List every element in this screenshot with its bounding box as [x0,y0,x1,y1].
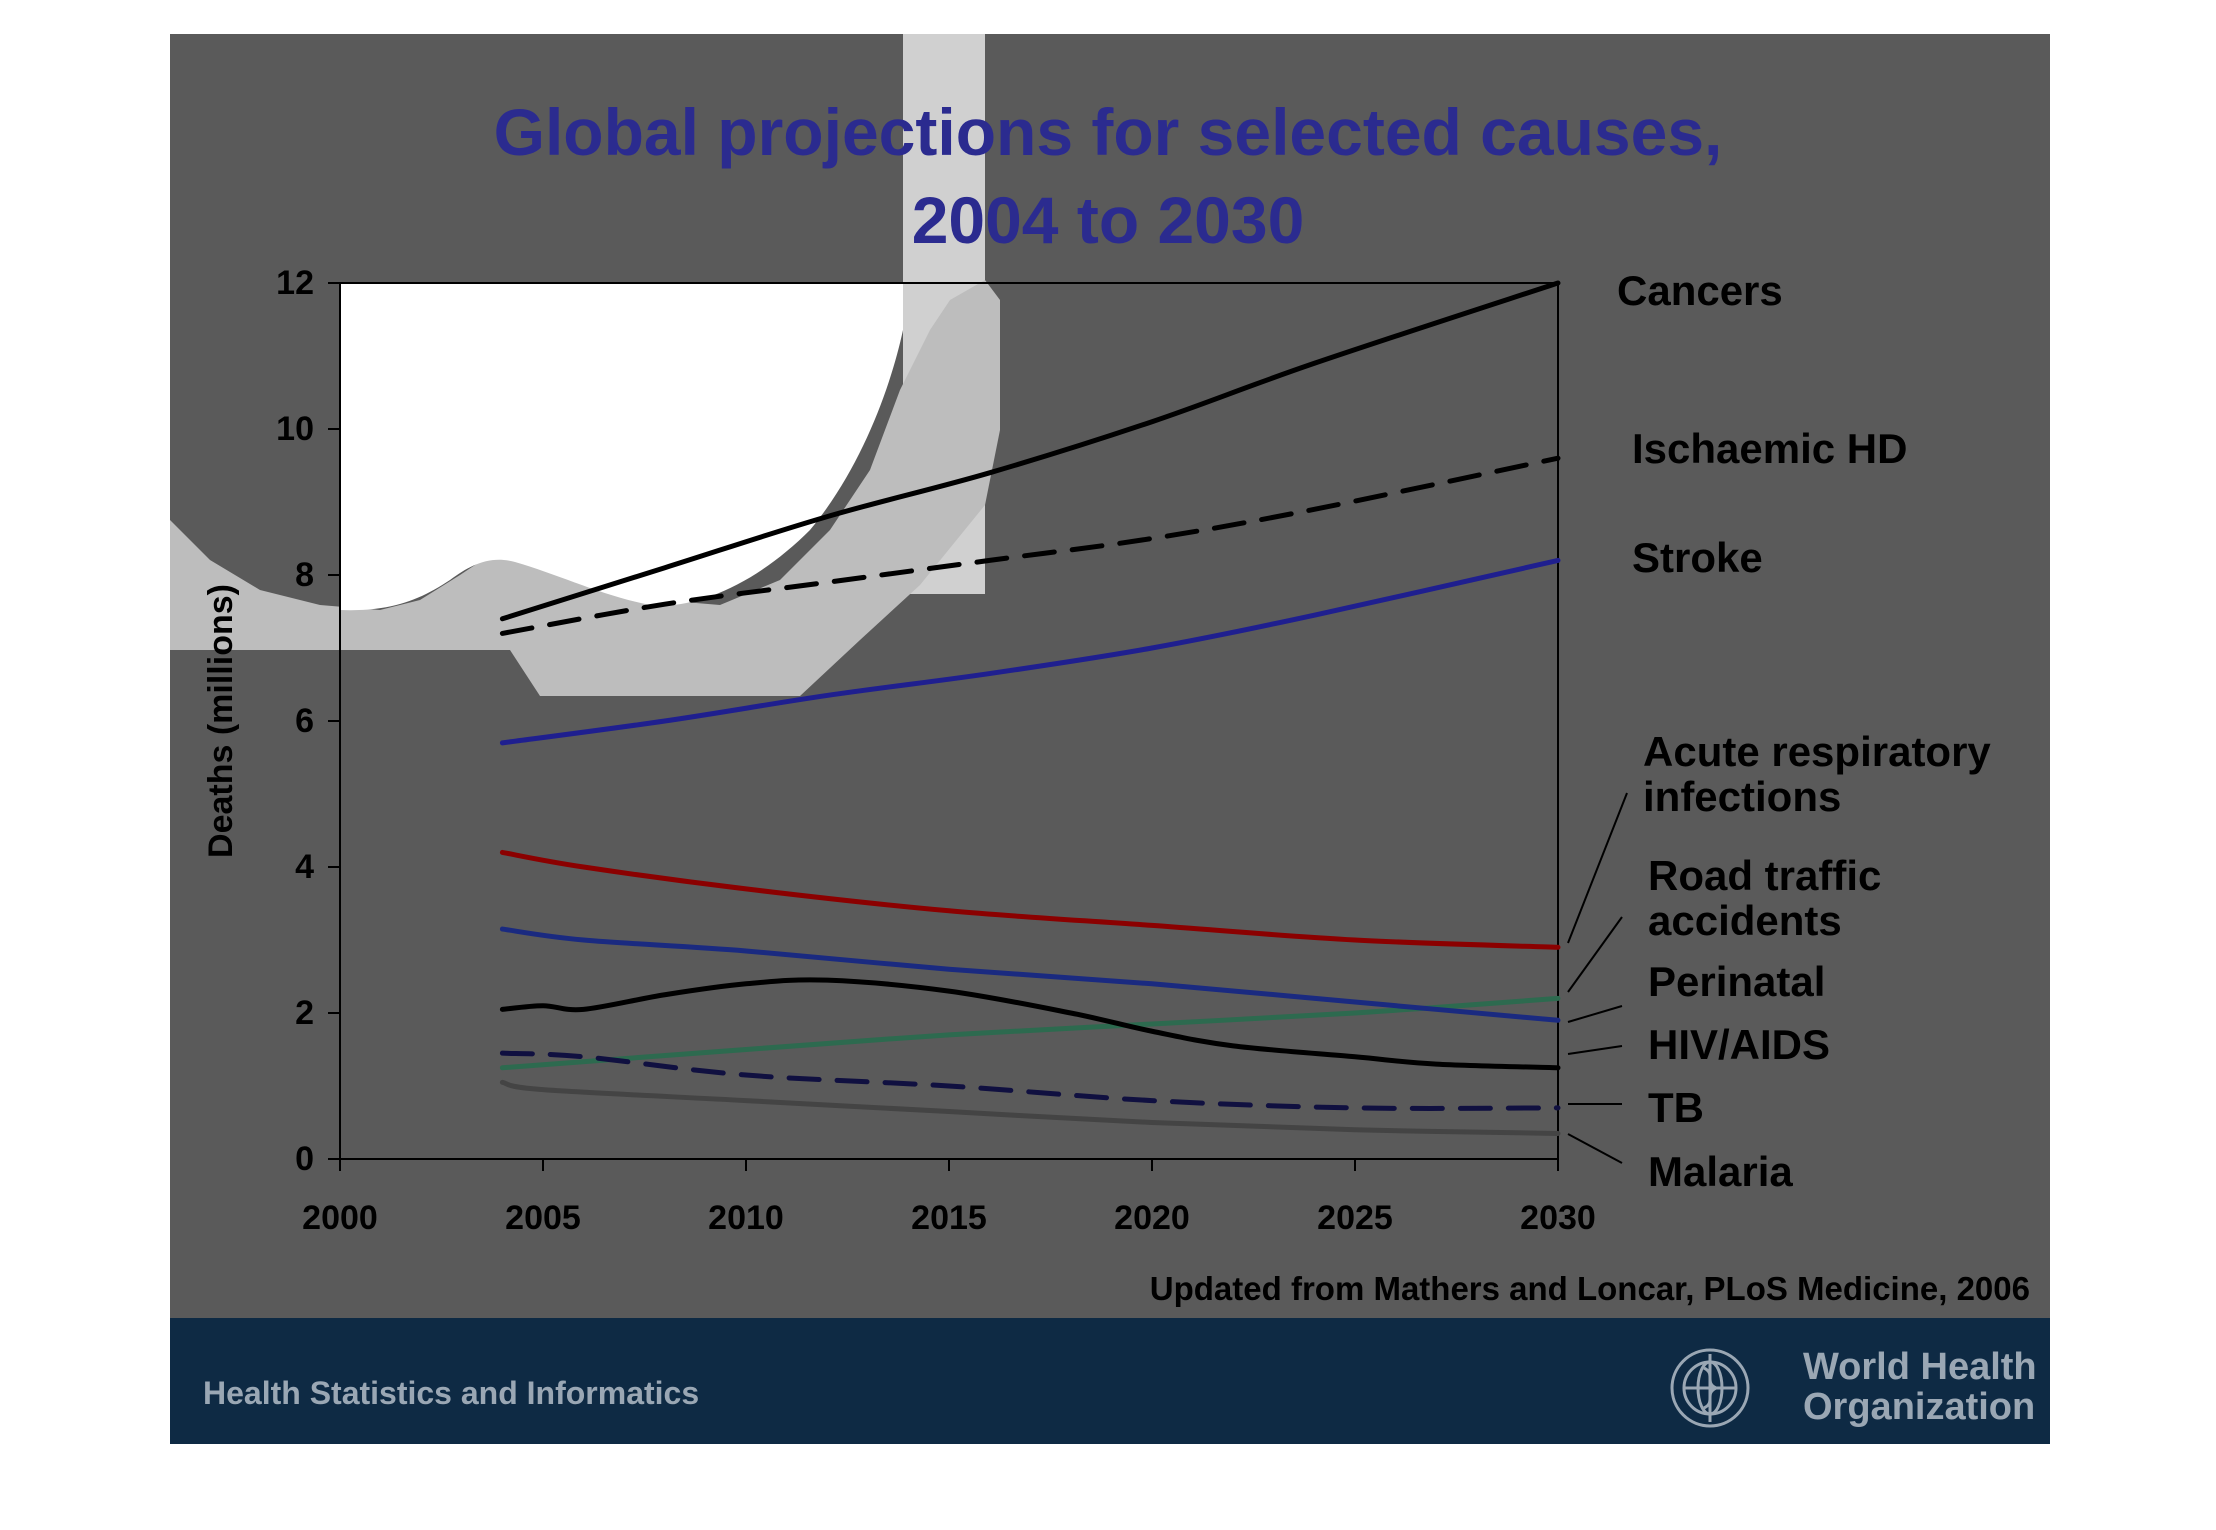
series-line-tb [499,1050,1561,1111]
slide-background [170,34,2050,1444]
plot-area-white [340,283,903,611]
series-leader-line [1567,1005,1623,1023]
series-leader-line [1567,916,1623,993]
chart-title-line2: 2004 to 2030 [912,183,1305,257]
series-line-road-traffic-accidents [499,995,1561,1071]
y-tick-label: 12 [276,264,314,302]
series-label-acute-respiratory-infections: infections [1643,773,1841,820]
series-line-malaria [499,1079,1561,1136]
series-label-road-traffic-accidents: accidents [1648,897,1842,944]
series-line-acute-respiratory-infections [499,849,1561,950]
x-tick-label: 2025 [1317,1199,1393,1237]
series-label-malaria: Malaria [1648,1148,1793,1195]
decor-light-blob [170,280,1000,696]
who-emblem-icon [1670,1348,1750,1428]
series-label-stroke: Stroke [1632,534,1763,581]
x-tick-label: 2015 [911,1199,987,1237]
x-tick-label: 2030 [1520,1199,1596,1237]
footer-org-name: World Health Organization [1803,1347,2037,1427]
y-tick-label: 2 [295,994,314,1032]
series-line-hiv-aids [499,977,1561,1071]
y-tick-label: 10 [276,410,314,448]
y-tick-label: 0 [295,1140,314,1178]
y-tick-label: 8 [295,556,314,594]
series-leader-line [1567,792,1628,944]
org-name-line1: World Health [1803,1346,2037,1388]
x-tick-label: 2000 [302,1199,378,1237]
series-label-road-traffic-accidents: Road traffic [1648,852,1881,899]
x-tick-label: 2005 [505,1199,581,1237]
series-label-perinatal: Perinatal [1648,958,1825,1005]
series-label-hiv-aids: HIV/AIDS [1648,1021,1830,1068]
chart-layer: Global projections for selected causes, 2… [202,95,2030,1307]
x-tick-label: 2020 [1114,1199,1190,1237]
footer-band [170,1318,2050,1444]
series-line-ischaemic-hd [499,455,1561,636]
series-label-tb: TB [1648,1084,1704,1131]
series-line-cancers [499,280,1561,622]
series-label-ischaemic-hd: Ischaemic HD [1632,425,1907,472]
series-label-cancers: Cancers [1617,267,1783,314]
series-leader-line [1567,1133,1623,1164]
y-tick-label: 6 [295,702,314,740]
y-tick-label: 4 [295,848,314,886]
source-note: Updated from Mathers and Loncar, PLoS Me… [1150,1270,2030,1307]
series-leader-line [1567,1045,1623,1055]
x-tick-label: 2010 [708,1199,784,1237]
series-line-perinatal [499,926,1561,1023]
footer-department-label: Health Statistics and Informatics [203,1375,700,1411]
y-axis-label: Deaths (millions) [202,584,240,858]
series-line-stroke [499,557,1561,746]
series-label-acute-respiratory-infections: Acute respiratory [1643,728,1991,775]
chart-title: Global projections for selected causes, [494,95,1723,169]
org-name-line2: Organization [1803,1386,2036,1428]
